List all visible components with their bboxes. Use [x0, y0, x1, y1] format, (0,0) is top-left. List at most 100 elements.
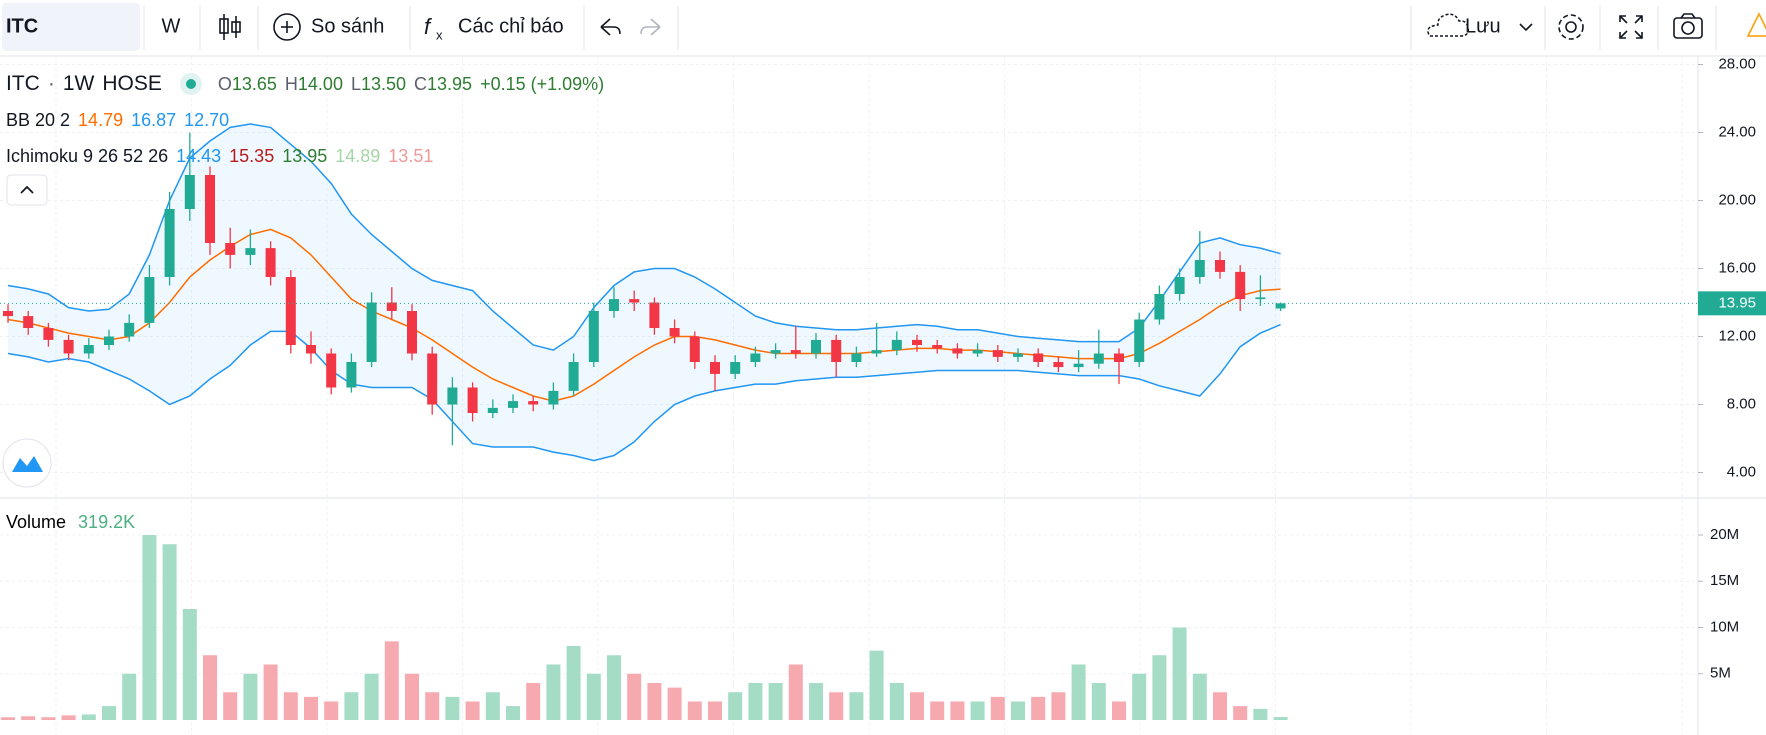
undo-button[interactable]	[600, 18, 621, 36]
bb-lower: 12.70	[184, 109, 230, 130]
collapse-legend[interactable]	[6, 174, 48, 206]
volume-bar	[1071, 664, 1086, 720]
market-status	[179, 73, 202, 95]
volume-bar	[768, 683, 783, 720]
save-menu[interactable]	[1519, 23, 1533, 32]
volume-name: Volume	[6, 512, 67, 532]
volume-bar	[667, 687, 682, 720]
volume-bar	[182, 609, 197, 720]
volume-bar	[1, 717, 15, 720]
candle-body	[1154, 294, 1165, 320]
high-value: 14.00	[297, 73, 343, 94]
screenshot-button[interactable]	[1673, 13, 1703, 39]
band-fill	[8, 124, 1281, 461]
volume-bar	[122, 673, 137, 720]
volume-bar	[889, 683, 904, 720]
logo-icon[interactable]	[12, 456, 43, 472]
collapse-icon[interactable]	[20, 185, 34, 194]
volume-bar	[142, 535, 157, 720]
fx-icon[interactable]: f	[424, 14, 433, 39]
symbol[interactable]: ITC	[6, 15, 38, 37]
candle-body	[447, 387, 458, 405]
candle-body	[285, 277, 296, 345]
high-label: H	[284, 73, 298, 94]
volume-bar	[425, 692, 440, 720]
candle-body	[609, 299, 619, 311]
y-tick-label: 8.00	[1727, 395, 1756, 412]
volume-bar	[102, 706, 116, 720]
candle-body	[1053, 362, 1064, 368]
volume-bar	[1031, 696, 1046, 720]
volume-bar	[687, 701, 702, 720]
ichimoku-name: Ichimoku 9 26 52 26	[6, 145, 169, 166]
volume-bar	[162, 544, 177, 720]
cloud-icon[interactable]	[1427, 13, 1470, 37]
band-basis	[7, 228, 1281, 402]
candle-body	[184, 175, 195, 209]
legend: ITC · 1W HOSE O 13.65 H 14.00 L 13.50 C 13.9…	[6, 66, 604, 174]
candle-body	[1114, 353, 1124, 362]
candle-body	[205, 175, 215, 243]
candle-body	[1174, 277, 1185, 294]
candle-body	[568, 362, 579, 391]
candle-body	[3, 311, 13, 317]
volume-bar	[809, 683, 823, 720]
compare-button[interactable]: So sánh	[311, 15, 384, 37]
candle-body	[1134, 319, 1145, 362]
volume-bar	[364, 673, 379, 720]
symbol-box[interactable]	[2, 3, 140, 51]
fx-icon[interactable]: x	[436, 27, 443, 42]
y-tick-label: 12.00	[1718, 327, 1756, 344]
candle-body	[1033, 353, 1044, 362]
indicators-button[interactable]: Các chỉ báo	[458, 15, 564, 37]
y-tick-label: 4.00	[1727, 463, 1756, 480]
interval-button[interactable]: W	[162, 15, 181, 37]
volume-bar	[708, 701, 722, 720]
warning-icon[interactable]	[1746, 11, 1766, 37]
volume-pane	[1, 535, 1288, 720]
volume-bar	[1112, 701, 1126, 720]
candle-body	[528, 401, 539, 405]
volume-bar	[41, 717, 56, 720]
volume-bar	[1213, 692, 1227, 720]
price-pane	[0, 123, 1698, 462]
candle-body	[164, 209, 175, 277]
compare-icon[interactable]	[273, 13, 301, 41]
candle-body	[548, 390, 559, 405]
band-upper	[7, 123, 1281, 351]
volume-bar	[930, 701, 945, 720]
grid	[0, 56, 1698, 735]
candle-body	[508, 401, 518, 408]
volume-bar	[81, 714, 96, 720]
candle-body	[366, 302, 377, 362]
candle-body	[588, 311, 599, 362]
redo-button[interactable]	[640, 18, 661, 36]
fullscreen-button[interactable]	[1619, 15, 1643, 39]
candle-body	[851, 353, 862, 362]
close-label: C	[414, 73, 428, 94]
save-button[interactable]: Lưu	[1465, 15, 1501, 37]
volume-bar	[526, 683, 541, 720]
settings-button[interactable]	[1558, 14, 1584, 40]
candle-body	[23, 316, 34, 328]
y-tick-label: 20M	[1710, 526, 1739, 543]
candle-body	[992, 350, 1003, 357]
y-tick-label: 15M	[1710, 572, 1739, 589]
legend-dot: ·	[47, 72, 55, 95]
volume-bar	[566, 646, 581, 720]
volume-bar	[1192, 673, 1207, 720]
legend-bb: BB 20 2 14.79 16.87 12.70	[6, 102, 604, 138]
y-tick-label: 20.00	[1718, 191, 1756, 208]
bb-upper: 16.87	[131, 109, 177, 130]
y-tick-label: 16.00	[1718, 259, 1756, 276]
y-tick-label: 5M	[1710, 665, 1731, 682]
chart-type-button[interactable]	[219, 14, 241, 40]
volume-bar	[283, 692, 298, 720]
candle-body	[710, 362, 720, 374]
volume-bar	[263, 664, 278, 720]
candle-body	[63, 339, 74, 354]
volume-bar	[1132, 673, 1147, 720]
volume-bar	[1051, 692, 1066, 720]
logo-button[interactable]	[2, 438, 52, 488]
